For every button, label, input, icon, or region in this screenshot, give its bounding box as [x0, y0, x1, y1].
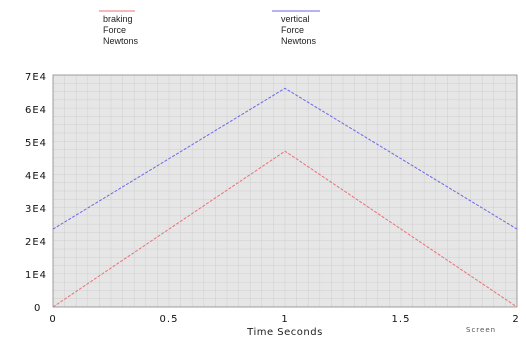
y-tick-label-3e4: 3E4 — [25, 204, 47, 215]
x-tick-label-1: 1 — [281, 314, 288, 325]
legend-label-braking-line-1: braking — [103, 14, 133, 24]
legend-item-vertical: vertical Force Newtons — [272, 10, 320, 46]
x-tick-label-0: 0 — [49, 314, 56, 325]
y-tick-label-7e4: 7E4 — [25, 72, 47, 83]
y-tick-label-5e4: 5E4 — [25, 138, 47, 149]
y-tick-label-6e4: 6E4 — [25, 105, 47, 116]
y-tick-label-0: 0 — [34, 303, 41, 314]
legend-item-braking: braking Force Newtons — [99, 10, 139, 46]
series-layer — [52, 87, 518, 308]
legend-label-vertical-line-1: vertical — [281, 14, 310, 24]
series-line-vertical-force — [52, 87, 518, 230]
legend: braking Force Newtons vertical Force New… — [99, 10, 320, 46]
legend-label-vertical-line-3: Newtons — [281, 36, 317, 46]
y-tick-label-1e4: 1E4 — [25, 270, 47, 281]
x-axis-title: Time Seconds — [246, 327, 323, 338]
grid — [53, 75, 517, 307]
x-tick-label-2: 2 — [512, 314, 519, 325]
y-tick-label-4e4: 4E4 — [25, 171, 47, 182]
x-tick-label-1.5: 1.5 — [392, 314, 411, 325]
legend-label-braking-line-3: Newtons — [103, 36, 139, 46]
y-tick-label-2e4: 2E4 — [25, 237, 47, 248]
legend-label-braking-line-2: Force — [103, 25, 126, 35]
y-axis: 0 1E4 2E4 3E4 4E4 5E4 6E4 7E4 — [25, 72, 47, 314]
x-tick-label-0.5: 0.5 — [160, 314, 179, 325]
series-line-braking-force — [52, 150, 518, 308]
plot-frame — [52, 74, 518, 308]
x-axis: 0 0.5 1 1.5 2 — [49, 314, 519, 325]
legend-label-vertical-line-2: Force — [281, 25, 304, 35]
corner-label: Screen — [466, 326, 496, 334]
